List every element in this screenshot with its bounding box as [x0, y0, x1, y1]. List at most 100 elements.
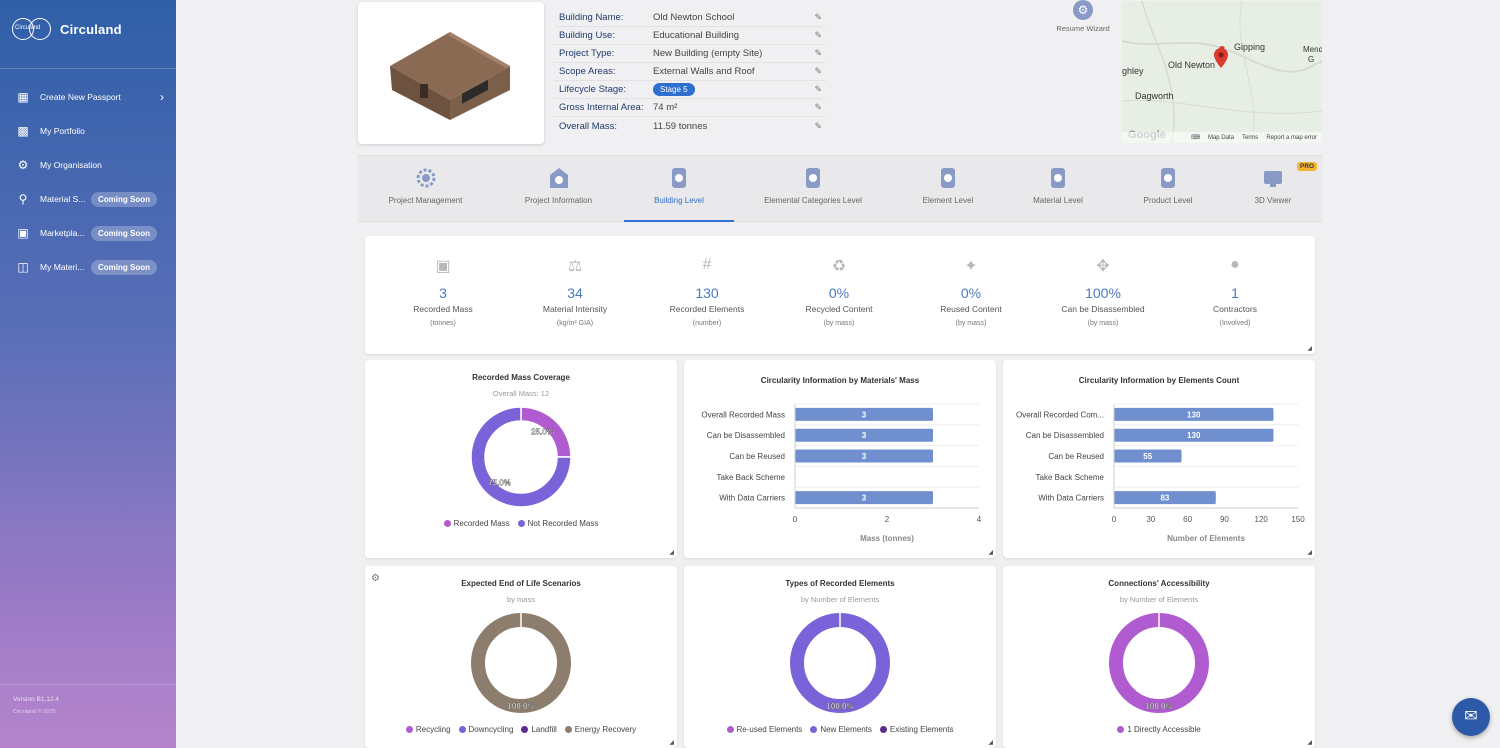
legend-item-recorded-mass[interactable]: Recorded Mass: [443, 519, 510, 528]
info-row-overall-mass: Overall Mass: 11.59 tonnes ✎: [559, 120, 822, 132]
tab-project-management[interactable]: Project Management: [368, 156, 483, 222]
info-row-scope-areas: Scope Areas: External Walls and Roof ✎: [554, 63, 826, 81]
scale-icon: ⚖: [567, 258, 583, 275]
building-model-preview[interactable]: [358, 2, 544, 144]
chart-legend: Re-used Elements New Elements Existing Ele…: [684, 725, 996, 734]
location-map[interactable]: Gipping Old Newton Dagworth ghley Mend G…: [1122, 1, 1322, 143]
legend-label: Downcycling: [468, 725, 514, 734]
tab-element-level[interactable]: Element Level: [898, 156, 998, 222]
bar-value-label: 83: [1160, 494, 1169, 503]
legend-label: Recycling: [415, 725, 451, 734]
resize-handle-icon[interactable]: ◢: [1307, 346, 1312, 352]
terms-link[interactable]: Terms: [1241, 134, 1259, 141]
resume-wizard-button[interactable]: ⚙ Resume Wizard: [1052, 0, 1114, 33]
sidebar-item-portfolio[interactable]: ▩ My Portfolio: [0, 114, 176, 148]
resize-handle-icon[interactable]: ◢: [1307, 740, 1312, 746]
resize-handle-icon[interactable]: ◢: [1307, 550, 1312, 556]
sidebar-item-my-materials[interactable]: ◫ My Materi... Coming Soon: [0, 250, 176, 284]
legend-dot: [1117, 726, 1125, 733]
x-axis-label: Number of Elements: [1167, 534, 1245, 543]
legend-label: Re-used Elements: [736, 725, 803, 734]
sidebar-item-organisation[interactable]: ⚙ My Organisation: [0, 148, 176, 182]
legend-item-existing-elements[interactable]: Existing Elements: [879, 725, 953, 734]
chart-subtitle: by Number of Elements: [1119, 595, 1199, 604]
legend-dot: [443, 520, 451, 527]
map-footer: ⌨ Map Data Terms Report a map error: [1122, 132, 1322, 143]
edit-pencil-icon[interactable]: ✎: [814, 48, 822, 58]
slice-new-elements: [790, 613, 890, 713]
legend-item-downcycling[interactable]: Downcycling: [458, 725, 514, 734]
resize-handle-icon[interactable]: ◢: [669, 550, 674, 556]
kpi-recycled-content: ♻ 0% Recycled Content (by mass): [774, 256, 904, 327]
legend-item-energy-recovery[interactable]: Energy Recovery: [564, 725, 636, 734]
puzzle-icon: ✦: [964, 258, 978, 275]
bar-can-be-reused: [1114, 449, 1182, 463]
chat-support-button[interactable]: ✉: [1452, 698, 1490, 736]
tab-3d-viewer[interactable]: PRO 3D Viewer: [1233, 156, 1318, 222]
resize-handle-icon[interactable]: ◢: [988, 740, 993, 746]
sidebar-item-marketplace[interactable]: ▣ Marketpla... Coming Soon: [0, 216, 176, 250]
sidebar-item-label: Marketpla...: [40, 228, 85, 238]
x-tick-label: 4: [977, 515, 982, 524]
category-label: With Data Carriers: [719, 494, 785, 503]
chart-title: Recorded Mass Coverage: [472, 373, 570, 382]
map-pin-icon: [1214, 48, 1228, 68]
bar-can-be-reused: [795, 449, 933, 463]
legend-item-re-used-elements[interactable]: Re-used Elements: [726, 725, 803, 734]
edit-pencil-icon[interactable]: ✎: [814, 30, 822, 40]
donut-chart: 100.0%: [471, 613, 571, 713]
resize-handle-icon[interactable]: ◢: [669, 740, 674, 746]
category-label: Overall Recorded Com...: [1016, 410, 1104, 419]
tab-building-level[interactable]: Building Level: [624, 156, 734, 222]
x-tick-label: 30: [1146, 515, 1155, 524]
legend-item-1-directly-accessible[interactable]: 1 Directly Accessible: [1117, 725, 1201, 734]
map-label: Gipping: [1234, 42, 1266, 52]
donut-chart: 25.0% 75.0%: [470, 406, 572, 508]
bar-value-label: 3: [862, 410, 867, 419]
resize-handle-icon[interactable]: ◢: [988, 550, 993, 556]
tab-material-level[interactable]: Material Level: [1008, 156, 1108, 222]
legend-item-new-elements[interactable]: New Elements: [810, 725, 872, 734]
map-data-link[interactable]: Map Data: [1207, 134, 1234, 141]
category-label: Can be Disassembled: [707, 431, 785, 440]
legend-label: Landfill: [531, 725, 557, 734]
edit-pencil-icon[interactable]: ✎: [814, 120, 822, 131]
legend-item-recycling[interactable]: Recycling: [405, 725, 451, 734]
edit-pencil-icon[interactable]: ✎: [814, 66, 822, 76]
tab-product-level[interactable]: Product Level: [1118, 156, 1218, 222]
bar-overall-recorded-com: [1114, 407, 1274, 421]
chart-connections-accessibility: Connections' Accessibility by Number of E…: [1003, 566, 1315, 748]
info-row-building-name: Building Name: Old Newton School ✎: [554, 9, 826, 27]
sidebar-item-label: My Portfolio: [40, 126, 85, 136]
settings-gear-icon[interactable]: ⚙: [371, 573, 380, 584]
folder-icon: ◫: [17, 260, 29, 274]
report-error-link[interactable]: Report a map error: [1266, 134, 1317, 141]
brand[interactable]: Circuland Circuland: [12, 16, 122, 42]
chart-title: Circularity Information by Elements Coun…: [1078, 376, 1240, 385]
portfolio-icon: ▩: [17, 124, 29, 138]
category-label: Take Back Scheme: [1036, 473, 1105, 482]
project-info-list: Building Name: Old Newton School ✎ Build…: [554, 9, 826, 135]
legend-item-landfill[interactable]: Landfill: [521, 725, 557, 734]
kpi-recorded-mass: ▣ 3 Recorded Mass (tonnes): [378, 256, 508, 327]
x-tick-label: 150: [1291, 515, 1305, 524]
edit-pencil-icon[interactable]: ✎: [814, 84, 822, 94]
legend-dot: [458, 726, 466, 733]
passport-icon: [941, 168, 955, 188]
x-tick-label: 60: [1183, 515, 1192, 524]
legend-item-not-recorded-mass[interactable]: Not Recorded Mass: [517, 519, 598, 528]
sidebar-item-create-passport[interactable]: ▦ Create New Passport ›: [0, 80, 176, 114]
category-label: Can be Reused: [1048, 452, 1104, 461]
sidebar-item-material-search[interactable]: ⚲ Material S... Coming Soon: [0, 182, 176, 216]
edit-pencil-icon[interactable]: ✎: [814, 102, 822, 112]
info-row-project-type: Project Type: New Building (empty Site) …: [554, 45, 826, 63]
edit-pencil-icon[interactable]: ✎: [814, 12, 822, 22]
tab-elemental-categories-level[interactable]: Elemental Categories Level: [753, 156, 873, 222]
sidebar: Circuland Circuland ▦ Create New Passpor…: [0, 0, 176, 748]
map-label: Old Newton: [1168, 60, 1216, 70]
bar-can-be-disassembled: [795, 428, 933, 442]
legend-dot: [726, 726, 734, 733]
weight-icon: ▣: [435, 258, 451, 275]
tab-project-information[interactable]: Project Information: [501, 156, 616, 222]
keyboard-icon[interactable]: ⌨: [1191, 135, 1200, 141]
